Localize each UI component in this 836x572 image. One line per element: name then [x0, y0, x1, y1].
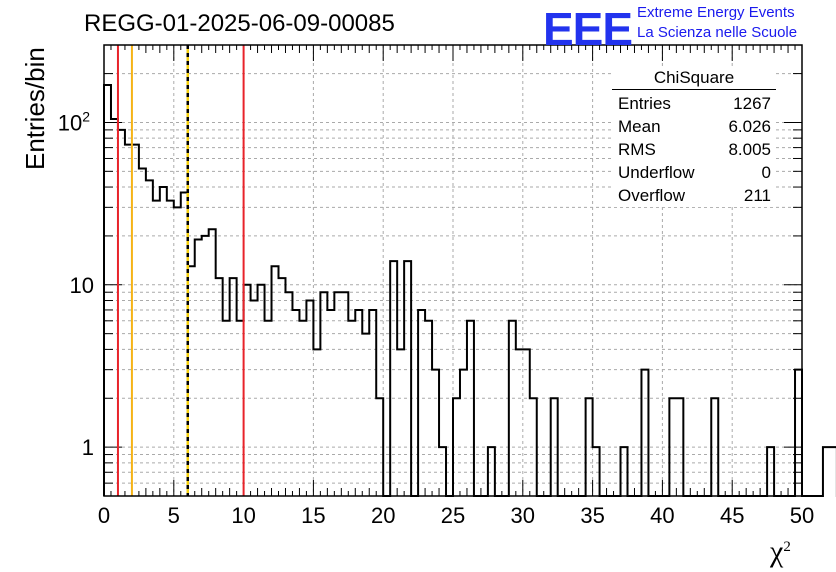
- stats-label: Overflow: [618, 186, 686, 205]
- eee-logo: EEE: [543, 3, 633, 55]
- brand-line-1: Extreme Energy Events: [637, 4, 795, 21]
- x-axis-label-sup: 2: [783, 539, 791, 555]
- x-tick-label: 30: [511, 503, 535, 528]
- x-tick-label: 40: [650, 503, 674, 528]
- stats-value: 1267: [733, 94, 771, 113]
- stats-row-overflow: Overflow 211: [612, 184, 776, 207]
- chart-title: REGG-01-2025-06-09-00085: [84, 10, 395, 37]
- x-tick-label: 45: [720, 503, 744, 528]
- y-tick-label: 102: [58, 108, 90, 135]
- x-tick-label: 25: [441, 503, 465, 528]
- stats-value: 6.026: [728, 117, 771, 136]
- stats-label: Entries: [618, 94, 671, 113]
- stats-row-rms: RMS 8.005: [612, 138, 776, 161]
- x-tick-label: 35: [580, 503, 604, 528]
- stats-row-mean: Mean 6.026: [612, 115, 776, 138]
- x-tick-label: 50: [790, 503, 814, 528]
- stats-row-underflow: Underflow 0: [612, 161, 776, 184]
- y-tick-label: 1: [82, 435, 94, 460]
- plot-frame: [103, 44, 803, 497]
- stats-box: ChiSquare Entries 1267 Mean 6.026 RMS 8.…: [612, 68, 776, 207]
- x-tick-label: 0: [98, 503, 110, 528]
- stats-value: 8.005: [728, 140, 771, 159]
- brand-line-2: La Scienza nelle Scuole: [637, 24, 798, 41]
- stats-value: 211: [743, 186, 771, 205]
- x-tick-label: 5: [168, 503, 180, 528]
- x-axis-label-text: χ: [770, 535, 784, 568]
- y-tick-label: 10: [70, 273, 94, 298]
- stats-label: Mean: [618, 117, 661, 136]
- stats-label: Underflow: [618, 163, 695, 182]
- stats-row-entries: Entries 1267: [612, 92, 776, 115]
- stats-label: RMS: [618, 140, 656, 159]
- x-tick-label: 20: [371, 503, 395, 528]
- y-axis-label: Entries/bin: [20, 47, 50, 170]
- stats-title: ChiSquare: [612, 68, 776, 90]
- x-tick-label: 15: [301, 503, 325, 528]
- stats-value: 0: [761, 163, 771, 182]
- x-axis-label: χ2: [770, 535, 791, 569]
- x-tick-label: 10: [231, 503, 255, 528]
